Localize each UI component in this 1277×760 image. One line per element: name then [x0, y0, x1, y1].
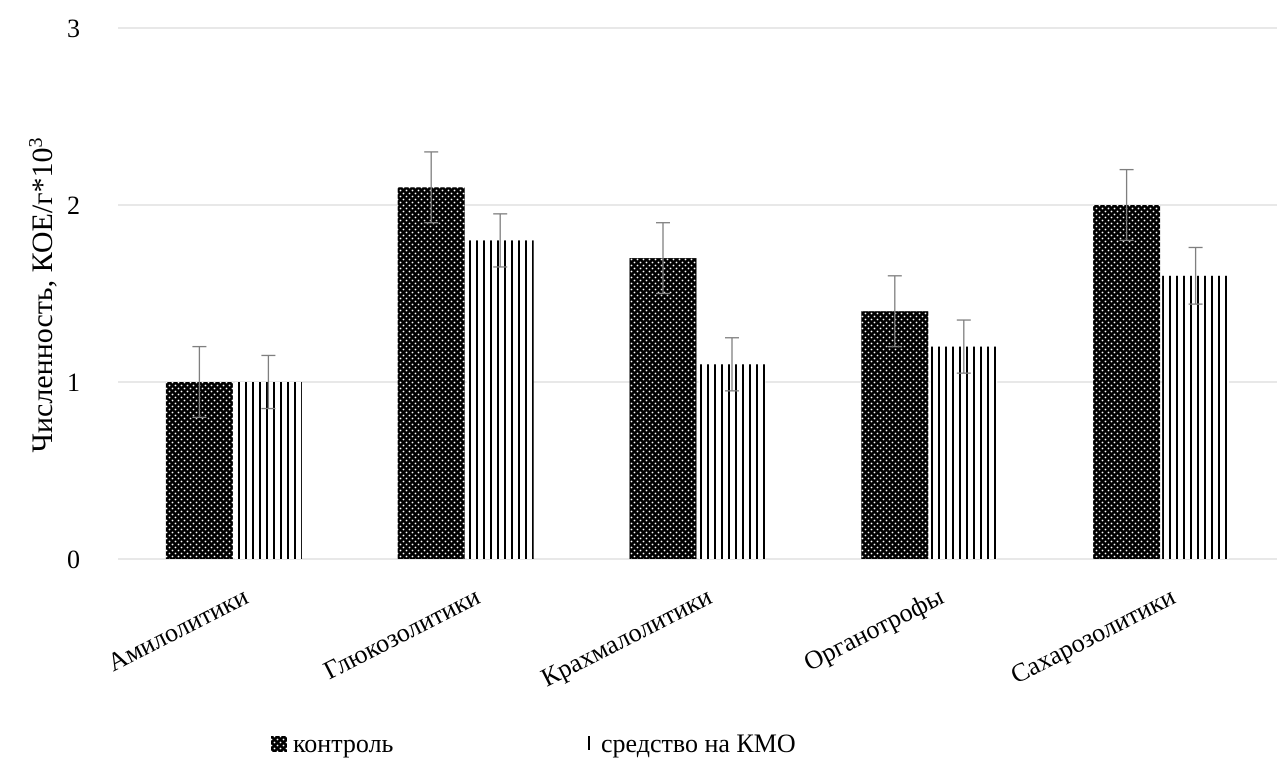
category-label: Глюкозолитики [319, 581, 485, 685]
bars [165, 187, 1230, 560]
bar-kmo [234, 382, 302, 559]
error-bar [192, 345, 207, 419]
category-label: Сахарозолитики [1006, 581, 1180, 689]
legend-item-control: контроль [271, 729, 394, 758]
bar-kmo [466, 240, 534, 559]
bar-kmo [930, 346, 998, 559]
bar-kmo [698, 364, 766, 559]
y-tick-label: 2 [67, 191, 80, 220]
legend-item-kmo: средство на КМО [585, 729, 796, 758]
category-label: Крахмалолитики [536, 581, 716, 692]
y-axis-label-sup: 3 [25, 137, 47, 147]
category-labels: Амилолитики Глюкозолитики Крахмалолитики Ор… [103, 581, 1180, 692]
bar-control [397, 187, 465, 560]
error-bar [1188, 246, 1203, 305]
y-tick-labels: 0 1 2 3 [67, 14, 80, 574]
category-label: Органотрофы [799, 582, 948, 677]
bar-kmo [1162, 275, 1230, 559]
y-axis-label-text: Численность, КОЕ/г*10 [26, 147, 59, 452]
svg-text:Численность, КОЕ/г*103: Численность, КОЕ/г*103 [25, 137, 59, 452]
bar-control [629, 258, 697, 559]
legend-swatch-kmo [585, 736, 592, 750]
y-tick-label: 3 [67, 14, 80, 43]
y-tick-label: 0 [67, 545, 80, 574]
error-bars [192, 151, 1203, 419]
y-axis-label: Численность, КОЕ/г*103 [25, 137, 59, 452]
error-bar [493, 213, 508, 268]
y-tick-label: 1 [67, 368, 80, 397]
legend: контроль средство на КМО [271, 729, 796, 758]
error-bar [424, 151, 439, 224]
legend-swatch-control [271, 736, 287, 752]
gridlines [118, 27, 1277, 560]
error-bar [261, 354, 276, 410]
legend-label-kmo: средство на КМО [601, 729, 796, 758]
legend-label-control: контроль [293, 729, 394, 758]
bar-control [861, 311, 929, 559]
category-label: Амилолитики [103, 581, 253, 677]
error-bar [887, 275, 902, 348]
bar-control [1093, 205, 1161, 559]
error-bar [1119, 168, 1134, 242]
error-bar [656, 222, 670, 295]
error-bar [956, 319, 971, 374]
error-bar [725, 337, 739, 392]
